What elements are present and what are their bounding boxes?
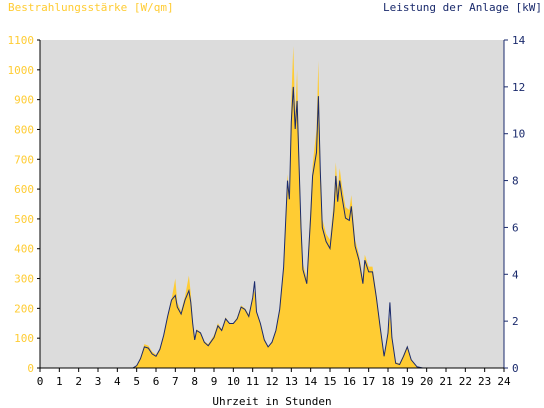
plot-background <box>40 40 504 368</box>
left-tick-label: 100 <box>14 332 34 345</box>
left-tick-label: 200 <box>14 302 34 315</box>
left-tick-label: 400 <box>14 243 34 256</box>
left-tick-label: 800 <box>14 123 34 136</box>
right-tick-label: 14 <box>512 34 526 47</box>
x-tick-label: 6 <box>153 375 160 388</box>
x-tick-label: 15 <box>323 375 336 388</box>
x-tick-label: 9 <box>211 375 218 388</box>
series-layer <box>40 46 504 369</box>
x-tick-label: 10 <box>227 375 240 388</box>
right-tick-label: 2 <box>512 315 519 328</box>
x-tick-label: 18 <box>381 375 394 388</box>
right-tick-label: 10 <box>512 128 525 141</box>
x-tick-label: 3 <box>95 375 102 388</box>
x-axis-title: Uhrzeit in Stunden <box>212 395 331 408</box>
x-tick-label: 0 <box>37 375 44 388</box>
x-tick-label: 16 <box>343 375 356 388</box>
x-tick-label: 7 <box>172 375 179 388</box>
left-tick-label: 1000 <box>8 64 35 77</box>
x-tick-label: 20 <box>420 375 433 388</box>
x-tick-label: 4 <box>114 375 121 388</box>
left-tick-label: 1100 <box>8 34 35 47</box>
series-line-power <box>40 86 504 369</box>
x-tick-label: 2 <box>75 375 82 388</box>
left-tick-label: 0 <box>27 362 34 375</box>
x-tick-label: 1 <box>56 375 63 388</box>
x-tick-label: 12 <box>265 375 278 388</box>
right-tick-label: 8 <box>512 175 519 188</box>
axes-layer: 0100200300400500600700800900100011000246… <box>8 34 526 388</box>
x-tick-label: 8 <box>191 375 198 388</box>
x-tick-label: 21 <box>439 375 452 388</box>
right-tick-label: 4 <box>512 268 519 281</box>
x-tick-label: 23 <box>478 375 491 388</box>
left-tick-label: 900 <box>14 94 34 107</box>
left-tick-label: 600 <box>14 183 34 196</box>
right-axis-title: Leistung der Anlage [kW] <box>383 1 542 14</box>
x-tick-label: 13 <box>285 375 298 388</box>
right-tick-label: 6 <box>512 221 519 234</box>
left-tick-label: 700 <box>14 153 34 166</box>
right-tick-label: 0 <box>512 362 519 375</box>
x-tick-label: 22 <box>459 375 472 388</box>
x-tick-label: 11 <box>246 375 259 388</box>
right-tick-label: 12 <box>512 81 525 94</box>
left-axis-title: Bestrahlungsstärke [W/qm] <box>8 1 174 14</box>
x-tick-label: 14 <box>304 375 318 388</box>
x-tick-label: 19 <box>401 375 414 388</box>
left-tick-label: 300 <box>14 273 34 286</box>
x-tick-label: 17 <box>362 375 375 388</box>
x-tick-label: 5 <box>133 375 140 388</box>
x-tick-label: 24 <box>497 375 511 388</box>
left-tick-label: 500 <box>14 213 34 226</box>
